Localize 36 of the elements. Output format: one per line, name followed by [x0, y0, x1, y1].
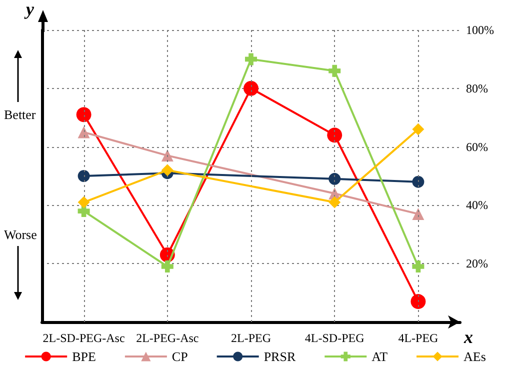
- point: [161, 260, 174, 273]
- point: [412, 123, 424, 136]
- y-tick-label: 100%: [466, 23, 494, 37]
- point: [76, 107, 92, 122]
- point: [245, 53, 257, 66]
- text: Better: [4, 107, 36, 122]
- point: [328, 64, 341, 77]
- text: Worse: [4, 227, 38, 242]
- point: [410, 294, 426, 310]
- point: [78, 126, 90, 138]
- y-axis-title: y: [24, 0, 35, 19]
- point: [412, 176, 424, 188]
- x-tick-label: 2L-PEG: [231, 331, 272, 345]
- x-tick-label: 4L-PEG: [398, 331, 439, 345]
- point: [412, 208, 424, 220]
- legend-label: AEs: [464, 349, 486, 364]
- y-tick-label: 60%: [466, 140, 488, 154]
- point: [328, 172, 341, 185]
- legend-label: CP: [172, 349, 188, 364]
- point: [78, 170, 90, 182]
- point: [412, 260, 424, 273]
- point: [161, 164, 174, 176]
- legend-label: PRSR: [264, 349, 296, 364]
- legend-label: BPE: [72, 349, 96, 364]
- y-tick-label: 40%: [466, 198, 488, 212]
- point: [244, 80, 258, 96]
- y-tick-label: 20%: [466, 256, 488, 271]
- x-tick-label: 4L-SD-PEG: [304, 331, 365, 345]
- y-tick-label: 80%: [466, 81, 488, 96]
- x-axis-title: x: [463, 327, 473, 347]
- point: [327, 128, 342, 143]
- legend-label: AT: [372, 349, 388, 364]
- x-tick-label: 2L-SD-PEG-Asc: [42, 331, 125, 345]
- point: [78, 196, 90, 208]
- point: [328, 196, 341, 208]
- x-tick-label: 2L-PEG-Asc: [136, 331, 199, 345]
